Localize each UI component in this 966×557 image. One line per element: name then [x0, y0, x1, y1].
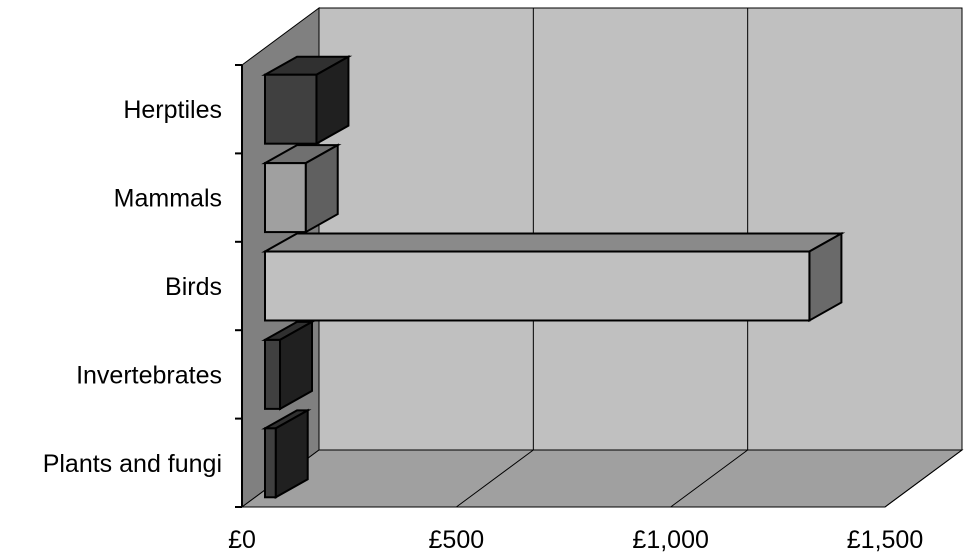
- bar-front: [264, 162, 307, 234]
- bar-plants-and-fungi: [261, 408, 312, 499]
- bar-mammals: [261, 143, 342, 234]
- gridline-floor: [670, 449, 748, 508]
- category-label: Birds: [165, 273, 222, 301]
- chart-bars: [261, 55, 846, 499]
- x-tick-label: £1,000: [632, 526, 708, 554]
- gridline-floor: [456, 449, 534, 508]
- category-label: Herptiles: [123, 96, 222, 124]
- category-label: Plants and fungi: [43, 450, 222, 478]
- chart-gridlines: [456, 8, 963, 508]
- x-tick-label: £500: [429, 526, 485, 554]
- bar-front: [264, 427, 277, 499]
- bar-invertebrates: [261, 320, 316, 411]
- chart-labels: Herptiles Mammals Birds Invertebrates Plants…: [43, 96, 924, 554]
- chart-axis: [235, 64, 243, 508]
- bar-front: [264, 250, 811, 322]
- bar-herptiles: [261, 55, 353, 146]
- bar-birds: [261, 231, 846, 323]
- category-label: Mammals: [114, 185, 222, 213]
- category-label: Invertebrates: [76, 361, 222, 389]
- bar-front: [264, 73, 318, 145]
- back-wall: [318, 7, 963, 451]
- bar-top: [261, 232, 846, 253]
- x-tick-label: £0: [228, 526, 256, 554]
- bar-front: [264, 338, 282, 410]
- x-tick-label: £1,500: [847, 526, 923, 554]
- gridline-floor: [884, 449, 963, 508]
- floor: [240, 449, 964, 508]
